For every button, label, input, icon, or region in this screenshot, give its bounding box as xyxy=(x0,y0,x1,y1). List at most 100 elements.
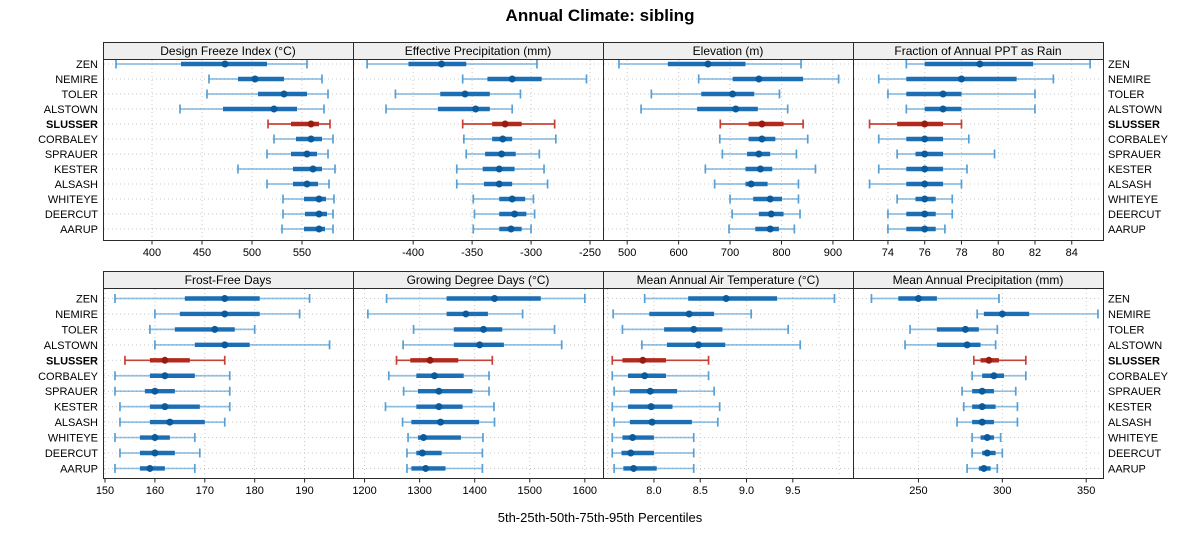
panel-plot-background xyxy=(853,288,1103,478)
median-dot xyxy=(221,341,229,349)
median-dot xyxy=(939,90,947,98)
percentile-row-toler xyxy=(206,89,329,99)
percentile-row-sprauer xyxy=(613,386,715,396)
percentile-row-nemire xyxy=(367,309,524,319)
percentile-row-nemire xyxy=(208,74,323,84)
panel-frost-free-days: Frost-Free Days 150 160 170 180 190 xyxy=(96,271,354,497)
chart-title: Annual Climate: sibling xyxy=(505,6,695,25)
percentile-row-alstown xyxy=(402,340,563,350)
percentile-row-whiteye xyxy=(407,433,484,443)
median-dot xyxy=(476,341,484,349)
percentile-row-kester xyxy=(119,402,231,412)
median-dot xyxy=(755,75,763,83)
percentile-row-nemire xyxy=(612,309,752,319)
median-dot xyxy=(221,60,229,68)
percentile-row-zen xyxy=(385,294,586,303)
median-dot xyxy=(629,434,637,442)
median-dot xyxy=(647,403,655,411)
percentile-row-kester xyxy=(704,164,817,174)
median-dot xyxy=(639,356,647,364)
percentile-row-deercut xyxy=(971,448,1004,458)
median-dot xyxy=(976,60,984,68)
percentile-row-deercut xyxy=(611,448,695,458)
median-dot xyxy=(511,210,519,218)
panel-fraction-of-annual-ppt-as-rain: Fraction of Annual PPT as Rain 74 76 78 80 82… xyxy=(853,42,1104,259)
panel-plot-background xyxy=(103,59,353,240)
station-label-right: SPRAUER xyxy=(1108,149,1161,161)
percentile-row-toler xyxy=(149,324,256,334)
percentile-row-kester xyxy=(877,164,968,174)
median-dot xyxy=(419,434,427,442)
axis-tick-label: 500 xyxy=(618,247,636,259)
median-dot xyxy=(280,90,288,98)
panel-header-label: Mean Annual Precipitation (mm) xyxy=(893,273,1064,287)
median-dot xyxy=(914,295,922,302)
percentile-row-kester xyxy=(455,164,545,174)
station-label-right: DEERCUT xyxy=(1108,448,1161,460)
station-label-right: ALSTOWN xyxy=(1108,104,1162,116)
percentile-row-zen xyxy=(115,59,308,69)
station-label-left: ALSASH xyxy=(55,179,98,191)
percentile-row-whiteye xyxy=(729,194,800,204)
panel-plot-background xyxy=(853,59,1103,240)
station-label-left: CORBALEY xyxy=(38,134,99,146)
panel-plot-background xyxy=(353,288,603,478)
median-dot xyxy=(978,403,986,411)
median-dot xyxy=(704,60,712,68)
median-dot xyxy=(435,403,443,411)
station-label-left: TOLER xyxy=(62,89,99,101)
median-dot xyxy=(985,356,993,364)
station-label-right: ALSTOWN xyxy=(1108,340,1162,352)
station-label-left: TOLER xyxy=(62,324,99,336)
panel-border xyxy=(853,59,1104,241)
station-label-left: ALSTOWN xyxy=(44,104,98,116)
median-dot xyxy=(166,418,174,426)
panel-plot-background xyxy=(353,59,603,240)
median-dot xyxy=(499,135,507,143)
median-dot xyxy=(303,180,311,188)
axis-tick-label: -350 xyxy=(461,247,483,259)
median-dot xyxy=(758,120,766,128)
panel-mean-annual-air-temperature-c: Mean Annual Air Temperature (°C) 8.0 8.5 9.… xyxy=(603,271,854,497)
percentile-row-deercut xyxy=(731,209,801,219)
axis-tick-label: 180 xyxy=(246,485,264,497)
axis-tick-label: -250 xyxy=(579,247,601,259)
axis-tick-label: 8.5 xyxy=(693,485,708,497)
median-dot xyxy=(146,464,154,472)
panel-header-label: Mean Annual Air Temperature (°C) xyxy=(637,273,820,287)
median-dot xyxy=(648,418,656,426)
median-dot xyxy=(766,225,774,233)
percentile-row-corbaley xyxy=(611,371,710,381)
median-dot xyxy=(315,210,323,218)
station-label-right: SLUSSER xyxy=(1108,119,1160,131)
percentile-row-nemire xyxy=(154,309,301,319)
percentile-row-deercut xyxy=(119,448,201,458)
station-label-right: SLUSSER xyxy=(1108,355,1160,367)
percentile-row-toler xyxy=(412,324,556,334)
median-dot xyxy=(921,165,929,173)
percentile-row-corbaley xyxy=(114,371,231,381)
station-label-left: AARUP xyxy=(60,224,98,236)
percentile-row-slusser xyxy=(395,355,494,365)
station-label-right: NEMIRE xyxy=(1108,309,1151,321)
axis-tick-label: 500 xyxy=(243,247,261,259)
panel-elevation-m: Elevation (m) 500 600 700 800 900 xyxy=(603,42,854,259)
panel-header-label: Effective Precipitation (mm) xyxy=(405,44,552,58)
axis-tick-label: 74 xyxy=(882,247,894,259)
station-label-left: WHITEYE xyxy=(48,194,98,206)
median-dot xyxy=(921,120,929,128)
median-dot xyxy=(756,165,764,173)
percentile-row-corbaley xyxy=(273,134,334,144)
median-dot xyxy=(422,464,430,472)
percentile-row-deercut xyxy=(406,448,484,458)
station-label-right: WHITEYE xyxy=(1108,433,1158,445)
median-dot xyxy=(498,150,506,158)
axis-tick-label: 250 xyxy=(909,485,927,497)
percentile-row-sprauer xyxy=(114,386,231,396)
median-dot xyxy=(303,150,311,158)
percentile-row-deercut xyxy=(473,209,536,219)
percentile-row-zen xyxy=(618,59,802,69)
median-dot xyxy=(461,90,469,98)
median-dot xyxy=(480,325,488,333)
median-dot xyxy=(998,310,1006,318)
